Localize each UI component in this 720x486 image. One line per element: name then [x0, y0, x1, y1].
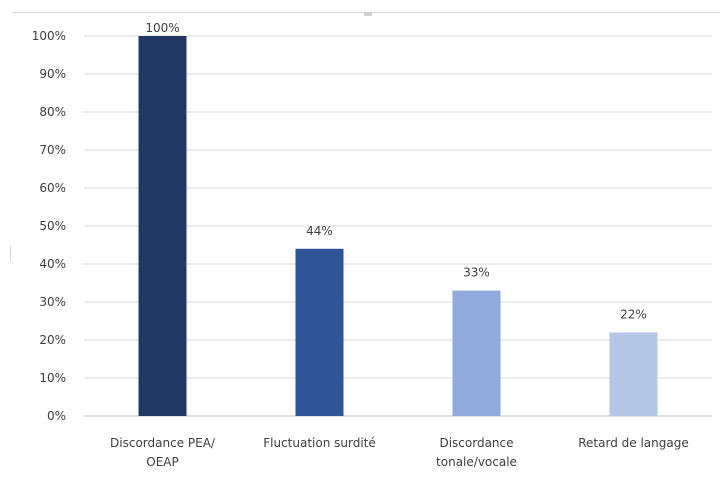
y-tick-label: 20%	[39, 333, 66, 347]
y-tick-label: 10%	[39, 371, 66, 385]
bar	[609, 332, 658, 416]
x-category-label: Discordance	[439, 436, 513, 450]
bar	[295, 248, 344, 416]
y-tick-label: 80%	[39, 105, 66, 119]
y-tick-label: 0%	[47, 409, 66, 423]
data-label: 100%	[145, 21, 179, 35]
y-tick-label: 70%	[39, 143, 66, 157]
data-label: 22%	[620, 307, 647, 321]
y-tick-label: 60%	[39, 181, 66, 195]
data-label: 33%	[463, 266, 490, 280]
x-category-label: OEAP	[146, 455, 178, 469]
y-tick-label: 90%	[39, 67, 66, 81]
x-category-label: Discordance PEA/	[110, 436, 216, 450]
y-tick-label: 100%	[32, 29, 66, 43]
y-tick-label: 50%	[39, 219, 66, 233]
chart-top-notch	[364, 12, 372, 16]
data-label: 44%	[306, 224, 333, 238]
x-category-label: Fluctuation surdité	[263, 436, 376, 450]
y-tick-label: 30%	[39, 295, 66, 309]
x-category-label: tonale/vocale	[436, 455, 517, 469]
x-category-label: Retard de langage	[578, 436, 688, 450]
bar	[138, 36, 187, 416]
y-tick-label: 40%	[39, 257, 66, 271]
chart-left-border	[10, 246, 11, 262]
bar	[452, 290, 501, 416]
